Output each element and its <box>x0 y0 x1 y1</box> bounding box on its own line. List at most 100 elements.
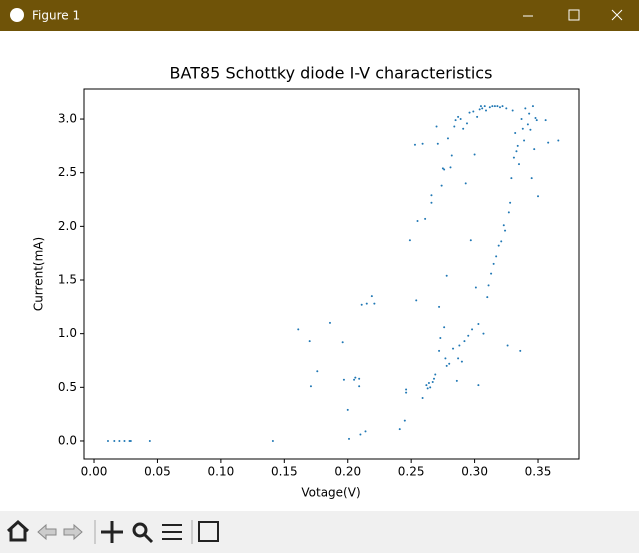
point <box>448 362 451 365</box>
point <box>502 224 505 227</box>
point <box>485 109 488 112</box>
point <box>405 388 408 391</box>
point <box>512 156 515 159</box>
configure-button[interactable] <box>162 524 182 540</box>
point <box>328 321 331 324</box>
home-button[interactable] <box>6 519 30 542</box>
point <box>524 107 527 110</box>
pan-button[interactable] <box>101 521 123 543</box>
point <box>358 377 361 380</box>
point <box>496 105 499 108</box>
point <box>495 255 498 258</box>
point <box>498 106 501 109</box>
x-tick-label: 0.30 <box>461 465 488 479</box>
point <box>464 182 467 185</box>
x-tick-label: 0.35 <box>525 465 552 479</box>
x-tick-label: 0.00 <box>81 465 108 479</box>
point <box>373 302 376 305</box>
point <box>348 437 351 440</box>
x-tick-label: 0.10 <box>208 465 235 479</box>
point <box>443 168 446 171</box>
zoom-handle <box>143 533 154 544</box>
point <box>476 115 479 118</box>
point <box>364 430 367 433</box>
point <box>421 397 424 400</box>
close-button[interactable] <box>611 9 623 21</box>
point <box>415 299 418 302</box>
y-tick-label: 3.0 <box>58 112 77 126</box>
point <box>123 439 126 442</box>
point <box>430 201 433 204</box>
point <box>148 439 151 442</box>
point <box>533 148 536 151</box>
point <box>515 150 518 153</box>
point <box>316 370 319 373</box>
maximize-button[interactable] <box>568 9 580 21</box>
point <box>507 211 510 214</box>
forward-button[interactable] <box>63 523 83 541</box>
point <box>435 125 438 128</box>
point <box>434 373 437 376</box>
point <box>439 336 442 339</box>
point <box>129 439 132 442</box>
point <box>478 108 481 111</box>
point <box>446 137 449 140</box>
point <box>370 295 373 298</box>
save-button[interactable] <box>198 521 219 542</box>
point <box>479 105 482 108</box>
point <box>516 144 519 147</box>
point <box>477 384 480 387</box>
y-tick-label: 0.0 <box>58 433 77 447</box>
point <box>353 378 356 381</box>
x-tick-label: 0.25 <box>398 465 425 479</box>
point <box>483 105 486 108</box>
point <box>309 385 312 388</box>
point <box>528 112 531 115</box>
point <box>510 177 513 180</box>
point <box>535 119 538 122</box>
point <box>358 385 361 388</box>
window-title: Figure 1 <box>32 9 80 23</box>
point <box>511 109 514 112</box>
point <box>509 201 512 204</box>
point <box>438 305 441 308</box>
point <box>424 217 427 220</box>
point <box>531 105 534 108</box>
point <box>113 439 116 442</box>
point <box>467 334 470 337</box>
x-tick-label: 0.20 <box>334 465 361 479</box>
point <box>472 110 475 113</box>
chart-title: BAT85 Schottky diode I-V characteristics <box>170 64 493 83</box>
y-tick-label: 1.0 <box>58 326 77 340</box>
point <box>433 377 436 380</box>
point <box>469 239 472 242</box>
point <box>486 296 489 299</box>
point <box>544 119 547 122</box>
point <box>455 379 458 382</box>
point <box>342 378 345 381</box>
point <box>430 194 433 197</box>
point <box>445 364 448 367</box>
point <box>474 286 477 289</box>
zoom-button[interactable] <box>132 522 148 538</box>
point <box>359 433 362 436</box>
point <box>530 177 533 180</box>
point <box>462 127 465 130</box>
point <box>427 382 430 385</box>
x-tick-label: 0.05 <box>144 465 171 479</box>
y-tick-label: 2.0 <box>58 219 77 233</box>
point <box>481 107 484 110</box>
point <box>436 142 439 145</box>
point <box>537 195 540 198</box>
point <box>454 119 457 122</box>
app-icon <box>10 8 24 22</box>
point <box>426 387 429 390</box>
y-tick-label: 1.5 <box>58 273 77 287</box>
back-button[interactable] <box>37 523 57 541</box>
point <box>346 408 349 411</box>
point <box>416 219 419 222</box>
point <box>457 115 460 118</box>
point <box>505 107 508 110</box>
point <box>460 360 463 363</box>
point <box>453 125 456 128</box>
